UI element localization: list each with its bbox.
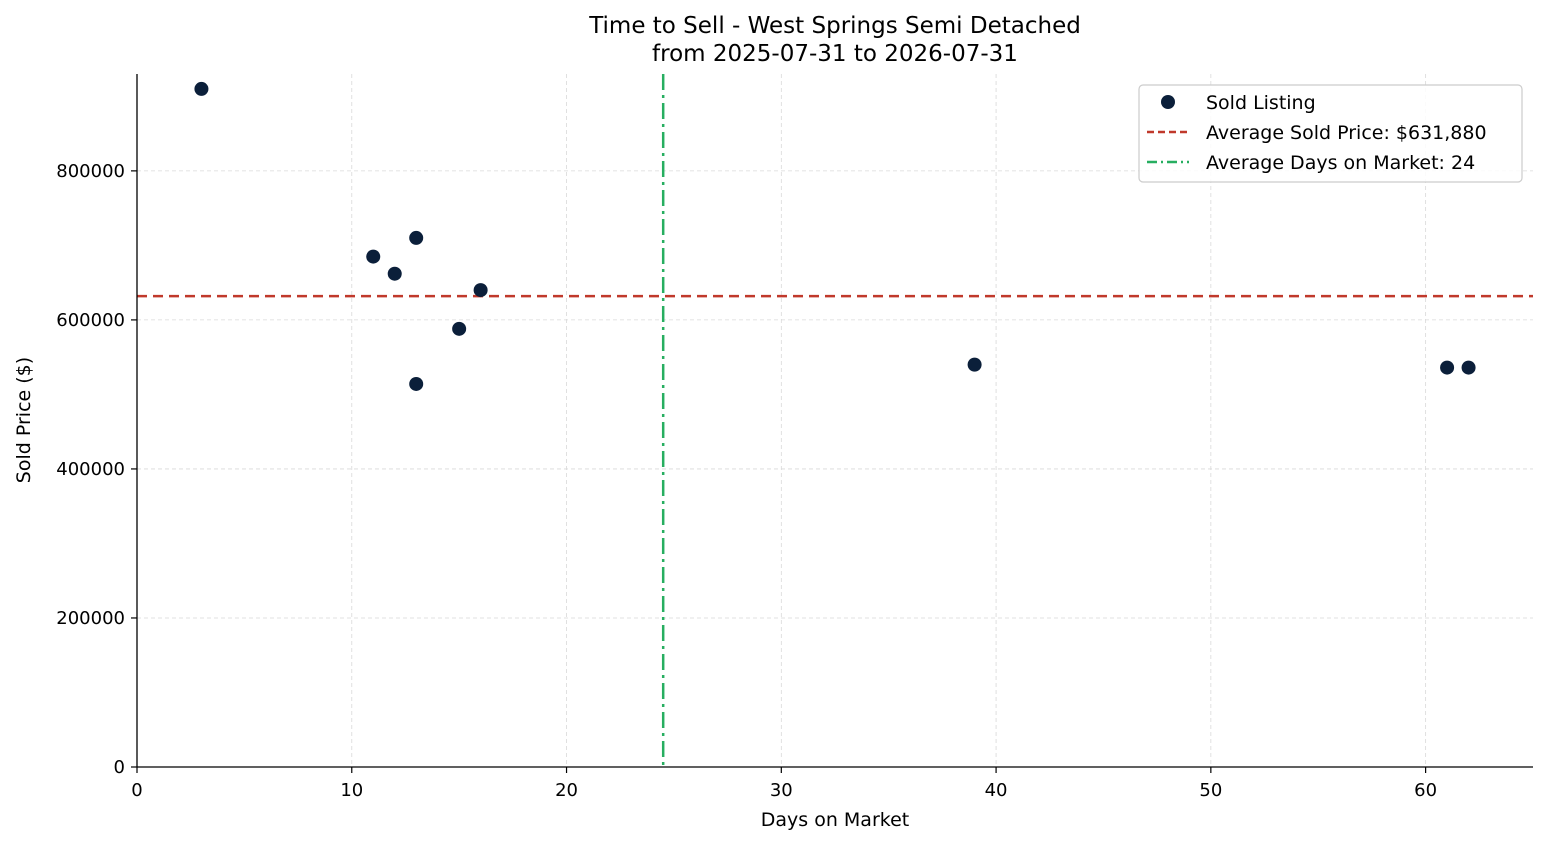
x-tick-label: 10 — [340, 780, 363, 801]
y-axis-label: Sold Price ($) — [13, 357, 35, 483]
x-tick-label: 20 — [555, 780, 578, 801]
legend-box — [1138, 84, 1523, 183]
tick-labels: 0 10 20 30 40 50 60 0 200000 400000 600000 800000 — [56, 161, 1437, 801]
legend-label-average-days: Average Days on Market: 24 — [1206, 152, 1475, 174]
data-point — [194, 81, 209, 96]
legend-label-sold-listing: Sold Listing — [1206, 92, 1316, 114]
legend: Sold Listing Average Sold Price: $631,88… — [1138, 84, 1523, 183]
y-tick-label: 200000 — [56, 608, 125, 629]
chart-subtitle: from 2025-07-31 to 2026-07-31 — [652, 41, 1018, 67]
data-point — [1461, 360, 1476, 375]
data-point — [1440, 360, 1455, 375]
legend-marker-sold-listing — [1161, 95, 1175, 109]
data-point — [409, 230, 424, 245]
data-point — [366, 249, 381, 264]
y-tick-label: 0 — [114, 757, 125, 778]
data-point — [473, 283, 488, 298]
legend-label-average-price: Average Sold Price: $631,880 — [1206, 122, 1487, 144]
y-tick-label: 800000 — [56, 161, 125, 182]
data-point — [409, 376, 424, 391]
x-tick-label: 60 — [1414, 780, 1437, 801]
x-tick-label: 30 — [770, 780, 793, 801]
data-point — [387, 266, 402, 281]
data-point — [452, 321, 467, 336]
y-tick-label: 400000 — [56, 459, 125, 480]
chart-title: Time to Sell - West Springs Semi Detache… — [588, 13, 1081, 39]
data-point — [967, 357, 982, 372]
reference-lines — [137, 74, 1533, 767]
axes — [136, 74, 1533, 768]
x-axis-label: Days on Market — [761, 809, 909, 831]
data-points — [194, 81, 1476, 391]
y-tick-label: 600000 — [56, 310, 125, 331]
x-tick-label: 50 — [1199, 780, 1222, 801]
x-tick-label: 40 — [985, 780, 1008, 801]
x-tick-label: 0 — [131, 780, 142, 801]
